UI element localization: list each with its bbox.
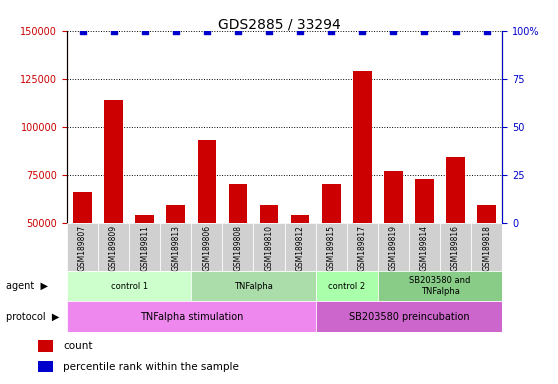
Point bbox=[109, 28, 118, 34]
FancyBboxPatch shape bbox=[67, 223, 98, 271]
FancyBboxPatch shape bbox=[160, 223, 191, 271]
Text: GSM189813: GSM189813 bbox=[171, 225, 180, 271]
FancyBboxPatch shape bbox=[440, 223, 471, 271]
Text: GSM189816: GSM189816 bbox=[451, 225, 460, 271]
Text: GSM189807: GSM189807 bbox=[78, 225, 87, 271]
Text: GSM189815: GSM189815 bbox=[327, 225, 336, 271]
Bar bbox=[322, 184, 340, 319]
Text: GSM189819: GSM189819 bbox=[389, 225, 398, 271]
Text: GSM189814: GSM189814 bbox=[420, 225, 429, 271]
Point bbox=[203, 28, 211, 34]
FancyBboxPatch shape bbox=[471, 223, 502, 271]
Text: protocol  ▶: protocol ▶ bbox=[6, 312, 59, 322]
Text: TNFalpha: TNFalpha bbox=[234, 281, 273, 291]
Text: GSM189806: GSM189806 bbox=[203, 225, 211, 271]
Bar bbox=[38, 340, 53, 352]
Text: GSM189817: GSM189817 bbox=[358, 225, 367, 271]
FancyBboxPatch shape bbox=[285, 223, 316, 271]
Point bbox=[358, 28, 367, 34]
Point bbox=[264, 28, 273, 34]
Bar bbox=[229, 184, 247, 319]
Point bbox=[171, 28, 180, 34]
Bar bbox=[38, 361, 53, 372]
Bar bbox=[446, 157, 465, 319]
FancyBboxPatch shape bbox=[191, 223, 223, 271]
Bar bbox=[104, 100, 123, 319]
FancyBboxPatch shape bbox=[316, 271, 378, 301]
Text: SB203580 and
TNFalpha: SB203580 and TNFalpha bbox=[410, 276, 471, 296]
Text: GSM189808: GSM189808 bbox=[233, 225, 242, 271]
FancyBboxPatch shape bbox=[316, 301, 502, 332]
Bar bbox=[198, 140, 216, 319]
Text: GSM189812: GSM189812 bbox=[296, 225, 305, 271]
FancyBboxPatch shape bbox=[347, 223, 378, 271]
FancyBboxPatch shape bbox=[253, 223, 285, 271]
FancyBboxPatch shape bbox=[98, 223, 129, 271]
FancyBboxPatch shape bbox=[378, 271, 502, 301]
FancyBboxPatch shape bbox=[67, 301, 316, 332]
Point bbox=[296, 28, 305, 34]
Bar bbox=[415, 179, 434, 319]
FancyBboxPatch shape bbox=[191, 271, 316, 301]
Bar bbox=[259, 205, 278, 319]
Text: GSM189810: GSM189810 bbox=[264, 225, 273, 271]
Point bbox=[78, 28, 87, 34]
Bar bbox=[73, 192, 92, 319]
Bar bbox=[166, 205, 185, 319]
Text: control 1: control 1 bbox=[110, 281, 148, 291]
Text: GSM189818: GSM189818 bbox=[482, 225, 491, 271]
Bar bbox=[384, 171, 403, 319]
FancyBboxPatch shape bbox=[129, 223, 160, 271]
Point bbox=[389, 28, 398, 34]
FancyBboxPatch shape bbox=[223, 223, 253, 271]
FancyBboxPatch shape bbox=[67, 271, 191, 301]
Point bbox=[420, 28, 429, 34]
Text: TNFalpha stimulation: TNFalpha stimulation bbox=[140, 312, 243, 322]
Bar bbox=[477, 205, 496, 319]
Bar bbox=[136, 215, 154, 319]
FancyBboxPatch shape bbox=[316, 223, 347, 271]
Point bbox=[327, 28, 336, 34]
Text: control 2: control 2 bbox=[328, 281, 365, 291]
Text: percentile rank within the sample: percentile rank within the sample bbox=[63, 362, 239, 372]
Bar bbox=[353, 71, 372, 319]
Text: SB203580 preincubation: SB203580 preincubation bbox=[349, 312, 469, 322]
Point bbox=[233, 28, 242, 34]
Point bbox=[140, 28, 149, 34]
Text: count: count bbox=[63, 341, 93, 351]
Point bbox=[482, 28, 491, 34]
Point bbox=[451, 28, 460, 34]
FancyBboxPatch shape bbox=[409, 223, 440, 271]
Text: GDS2885 / 33294: GDS2885 / 33294 bbox=[218, 17, 340, 31]
Bar bbox=[291, 215, 310, 319]
FancyBboxPatch shape bbox=[378, 223, 409, 271]
Text: GSM189811: GSM189811 bbox=[140, 225, 149, 271]
Text: agent  ▶: agent ▶ bbox=[6, 281, 47, 291]
Text: GSM189809: GSM189809 bbox=[109, 225, 118, 271]
